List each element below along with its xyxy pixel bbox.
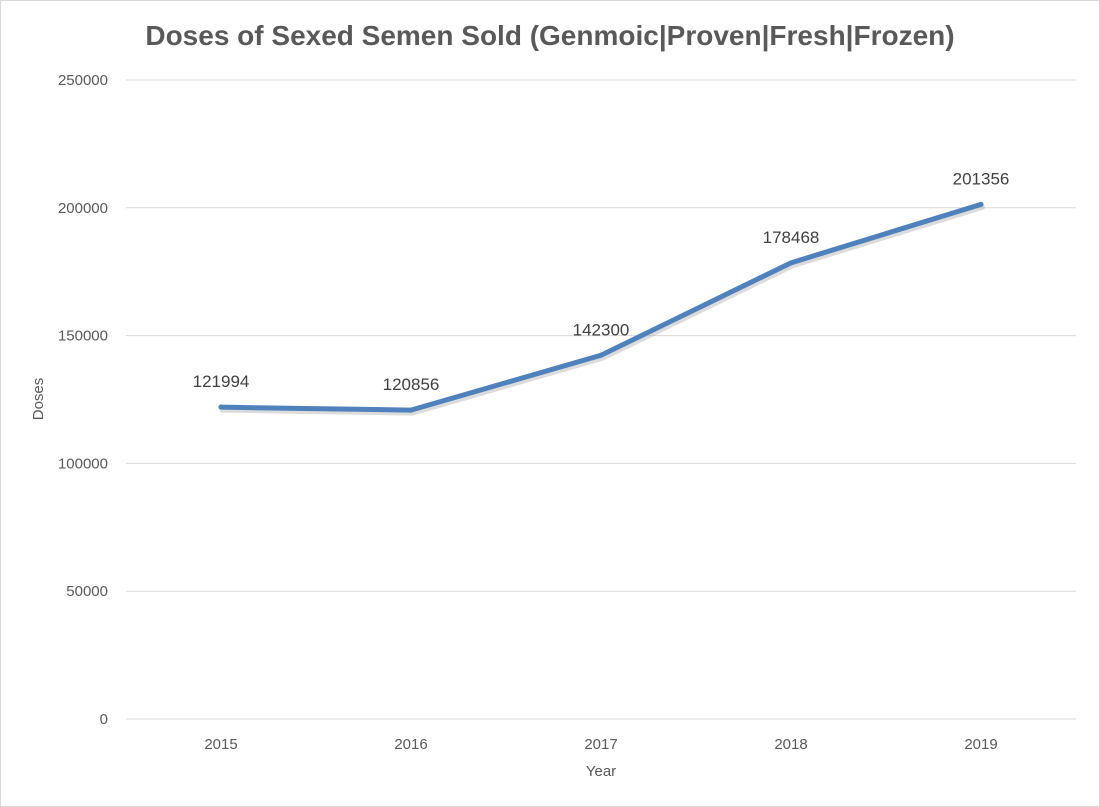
gridlines	[126, 79, 1076, 720]
x-tick-label: 2017	[584, 736, 617, 753]
x-axis-title: Year	[586, 763, 616, 780]
y-tick-label: 100000	[58, 455, 108, 472]
series-layer	[218, 201, 985, 416]
data-label: 142300	[573, 320, 630, 339]
x-tick-label: 2018	[774, 736, 807, 753]
y-axis-ticks: 0 50000 100000 150000 200000 250000	[58, 72, 108, 728]
y-tick-label: 200000	[58, 200, 108, 217]
chart-title: Doses of Sexed Semen Sold (Genmoic|Prove…	[145, 20, 955, 51]
data-point	[598, 352, 604, 358]
series-line-shadow	[220, 204, 985, 416]
data-point	[788, 260, 794, 266]
data-point	[408, 407, 414, 413]
y-tick-label: 50000	[66, 583, 108, 600]
x-tick-label: 2015	[204, 736, 237, 753]
x-axis-ticks: 2015 2016 2017 2018 2019	[204, 736, 997, 753]
x-tick-label: 2016	[394, 736, 427, 753]
data-label: 121994	[193, 372, 250, 391]
y-tick-label: 150000	[58, 328, 108, 345]
data-label: 120856	[383, 375, 440, 394]
y-axis-title: Doses	[30, 378, 47, 421]
data-label: 178468	[763, 228, 820, 247]
data-point	[978, 201, 984, 207]
series-line	[218, 201, 984, 413]
data-point	[218, 404, 224, 410]
y-tick-label: 250000	[58, 72, 108, 89]
x-tick-label: 2019	[964, 736, 997, 753]
data-labels: 121994 120856 142300 178468 201356	[193, 169, 1010, 394]
y-tick-label: 0	[100, 711, 108, 728]
data-label: 201356	[953, 169, 1010, 188]
